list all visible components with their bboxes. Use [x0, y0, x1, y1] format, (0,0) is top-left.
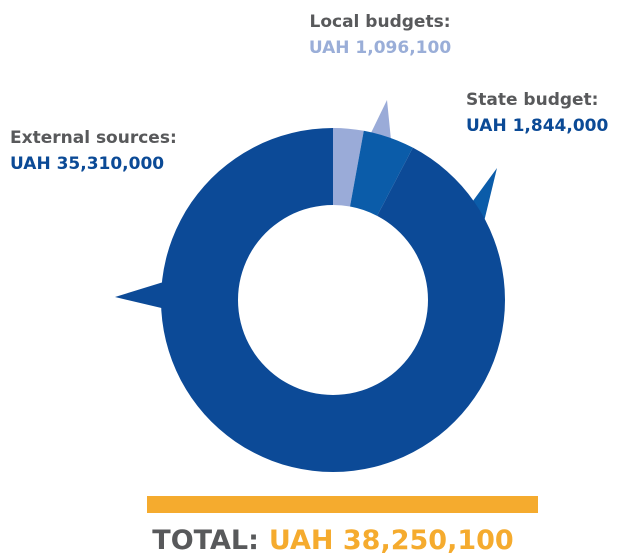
segment-name: External sources:: [10, 128, 177, 148]
total-value: UAH 38,250,100: [269, 525, 514, 556]
total-title: TOTAL:: [152, 525, 259, 556]
total-bar: [147, 496, 538, 513]
slice: [161, 128, 505, 472]
value-label: UAH 1,096,100: [309, 38, 451, 58]
slice: [350, 130, 413, 216]
value-label: UAH 35,310,000: [10, 154, 164, 174]
slice: [333, 128, 364, 207]
total: TOTAL: UAH 38,250,100: [152, 525, 513, 556]
segment-name: State budget:: [466, 90, 598, 110]
pointer: [115, 280, 170, 310]
value-label: UAH 1,844,000: [466, 116, 608, 136]
segment-name: Local budgets:: [310, 12, 451, 32]
